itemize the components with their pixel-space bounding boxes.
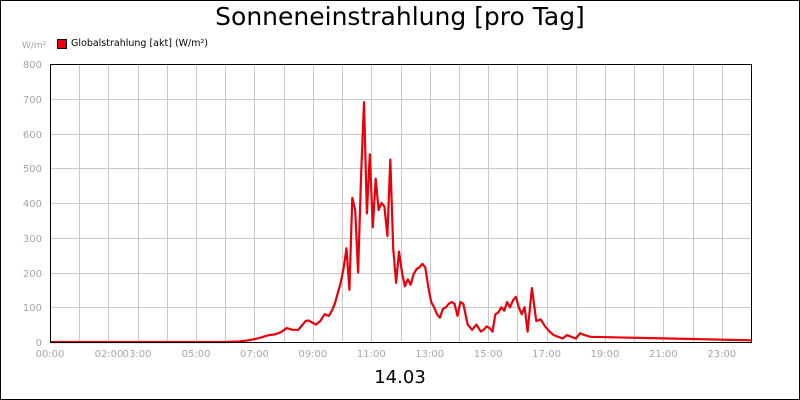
series-line [50,101,752,344]
y-tick-label: 800 [23,60,42,71]
x-tick-label: 19:00 [591,349,620,360]
date-label: 14.03 [374,367,426,388]
y-tick-label: 400 [23,199,42,210]
x-tick-label: 17:00 [532,349,561,360]
x-tick-label: 00:00 [36,349,65,360]
legend-swatch [57,38,67,49]
y-tick-label: 300 [23,234,42,245]
y-tick-label: 500 [23,164,42,175]
legend-label: Globalstrahlung [akt] (W/m²) [71,38,209,49]
y-axis-unit: W/m² [22,41,47,51]
x-tick-label: 11:00 [357,349,386,360]
x-tick-label: 09:00 [298,349,327,360]
x-tick-label: 02:00 [95,349,124,360]
y-tick-label: 200 [23,269,42,280]
plot-border [50,64,752,343]
y-tick-label: 100 [23,303,42,314]
y-axis: 0 100 200 300 400 500 600 700 800 [23,60,42,349]
x-tick-label: 15:00 [474,349,503,360]
y-tick-label: 600 [23,130,42,141]
grid [50,64,751,342]
y-tick-label: 700 [23,95,42,106]
legend: Globalstrahlung [akt] (W/m²) [57,38,208,49]
series-layer [50,101,752,344]
x-tick-label: 05:00 [182,349,211,360]
chart-title: Sonneneinstrahlung [pro Tag] [215,2,585,31]
x-tick-label: 23:00 [707,349,736,360]
x-tick-label: 07:00 [240,349,269,360]
x-tick-label: 21:00 [649,349,678,360]
y-tick-label: 0 [36,338,42,349]
x-tick-label: 03:00 [123,349,152,360]
x-axis: 00:00 02:00 03:00 05:00 07:00 09:00 11:00 13:00… [36,349,737,360]
x-tick-label: 13:00 [415,349,444,360]
